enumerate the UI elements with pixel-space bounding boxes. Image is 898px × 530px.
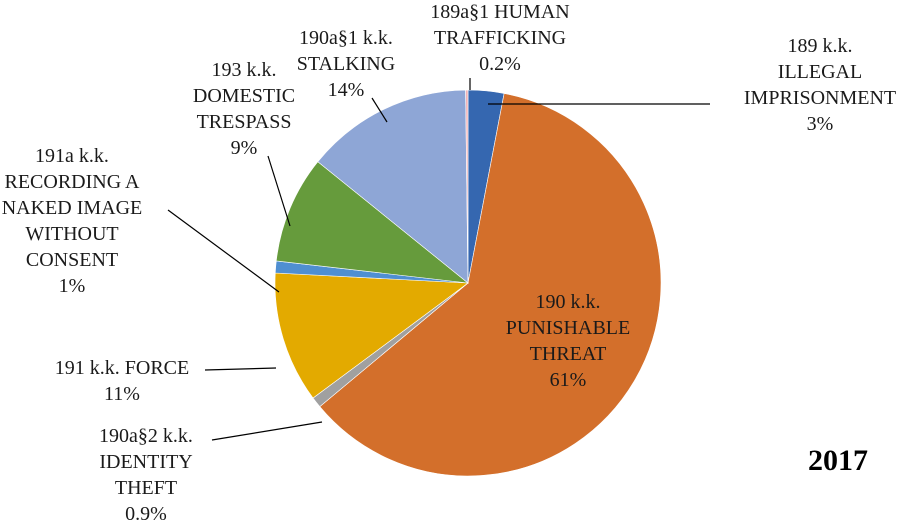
slice-label-line: PUNISHABLE	[506, 317, 630, 339]
pie-slice-3	[274, 272, 469, 399]
pie-slice-5	[275, 161, 469, 284]
slice-label-4: 191a k.k. RECORDING A NAKED IMAGE WITHOUT CO…	[2, 145, 143, 297]
slice-label-line: DOMESTIC	[193, 85, 295, 107]
slice-label-line: WITHOUT	[25, 223, 118, 245]
leader-line-4	[167, 209, 280, 293]
slice-label-line: 190a§1 k.k.	[299, 27, 393, 49]
slice-label-line: 3%	[807, 113, 834, 135]
slice-label-line: THREAT	[530, 343, 607, 365]
pie-slices	[274, 89, 662, 477]
slice-label-line: CONSENT	[26, 249, 118, 271]
slice-label-line: 191a k.k.	[35, 145, 109, 167]
slice-label-line: 189 k.k.	[788, 35, 853, 57]
slice-label-line: 191 k.k. FORCE	[55, 357, 189, 379]
slice-label-5: 193 k.k. DOMESTIC TRESPASS 9%	[193, 59, 295, 159]
leader-line-6	[371, 97, 388, 123]
slice-label-line: 9%	[231, 137, 258, 159]
slice-label-7: 189a§1 HUMAN TRAFFICKING 0.2%	[430, 1, 569, 75]
slice-label-line: ILLEGAL	[778, 61, 862, 83]
leader-line-3	[204, 367, 277, 371]
slice-label-0: 189 k.k. ILLEGAL IMPRISONMENT 3%	[744, 35, 896, 135]
slice-label-line: 190a§2 k.k.	[99, 425, 193, 447]
slice-label-line: TRAFFICKING	[434, 27, 566, 49]
slice-label-line: THEFT	[115, 477, 177, 499]
slice-label-line: 190 k.k.	[536, 291, 601, 313]
slice-label-line: IDENTITY	[99, 451, 192, 473]
pie-slice-1	[319, 93, 662, 477]
slice-label-line: 61%	[550, 369, 587, 391]
year-label: 2017	[808, 444, 868, 477]
slice-label-line: NAKED IMAGE	[2, 197, 143, 219]
leader-lines	[167, 78, 710, 441]
slice-label-6: 190a§1 k.k. STALKING 14%	[297, 27, 395, 101]
slice-label-line: 11%	[104, 383, 140, 405]
slice-label-3: 191 k.k. FORCE 11%	[55, 357, 189, 405]
slice-label-line: 1%	[59, 275, 86, 297]
slice-label-line: 0.2%	[479, 53, 521, 75]
slice-label-line: IMPRISONMENT	[744, 87, 896, 109]
slice-label-line: STALKING	[297, 53, 395, 75]
leader-line-2	[211, 421, 323, 441]
slice-label-line: 193 k.k.	[212, 59, 277, 81]
slice-label-1: 190 k.k. PUNISHABLE THREAT 61%	[506, 291, 630, 391]
slice-label-line: TRESPASS	[197, 111, 292, 133]
pie-slice-6	[317, 89, 469, 284]
slice-label-line: 0.9%	[125, 503, 167, 525]
pie-slice-7	[465, 89, 469, 284]
leader-line-5	[267, 155, 291, 227]
slice-label-line: 14%	[328, 79, 365, 101]
slice-label-2: 190a§2 k.k. IDENTITY THEFT 0.9%	[99, 425, 193, 525]
slice-label-line: 189a§1 HUMAN	[430, 1, 569, 23]
slice-label-line: RECORDING A	[4, 171, 140, 193]
